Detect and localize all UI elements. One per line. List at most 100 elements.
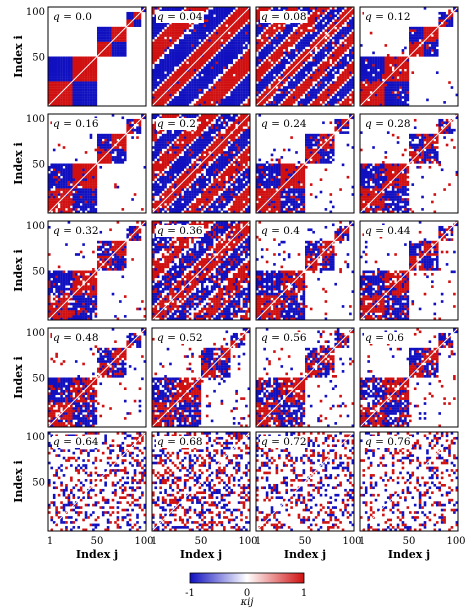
heatmap-cell [227, 73, 231, 77]
heatmap-cell [401, 73, 405, 77]
heatmap-cell [193, 54, 197, 57]
heatmap-cell [312, 88, 315, 92]
heatmap-cell [82, 58, 85, 62]
heatmap-cell [171, 93, 175, 97]
heatmap-cell [166, 103, 170, 107]
heatmap-cell [282, 56, 286, 60]
heatmap-cell [232, 208, 236, 211]
heatmap-cell [193, 180, 197, 184]
heatmap-cell [62, 198, 66, 201]
heatmap-cell [77, 170, 80, 174]
heatmap-cell [198, 58, 202, 62]
heatmap-cell [174, 36, 177, 40]
heatmap-cell [349, 11, 352, 15]
heatmap-cell [421, 31, 424, 35]
heatmap-cell [278, 21, 281, 25]
heatmap-cell [285, 78, 288, 82]
heatmap-cell [48, 165, 51, 169]
heatmap-cell [235, 198, 238, 201]
heatmap-cell [334, 56, 337, 60]
heatmap-cell [196, 103, 199, 107]
heatmap-cell [273, 101, 276, 104]
heatmap-cell [416, 34, 419, 37]
heatmap-cell [344, 76, 347, 79]
heatmap-cell [237, 78, 241, 82]
heatmap-cell [389, 86, 392, 89]
heatmap-cell [278, 51, 281, 55]
heatmap-cell [339, 96, 342, 99]
heatmap-cell [74, 180, 78, 184]
heatmap-cell [178, 66, 182, 70]
heatmap-cell [292, 56, 296, 60]
heatmap-cell [156, 71, 160, 74]
heatmap-cell [169, 61, 172, 65]
heatmap-cell [87, 168, 90, 172]
heatmap-cell [275, 39, 279, 42]
heatmap-cell [169, 31, 172, 35]
heatmap-cell [171, 210, 175, 214]
heatmap-cell [213, 168, 216, 172]
heatmap-cell [230, 44, 233, 47]
heatmap-cell [154, 39, 158, 42]
heatmap-cell [174, 208, 177, 211]
heatmap-cell [227, 46, 231, 50]
heatmap-cell [312, 36, 315, 40]
heatmap-cell [401, 63, 405, 67]
heatmap-cell [178, 24, 182, 27]
heatmap-cell [374, 81, 378, 84]
heatmap-cell [232, 24, 236, 27]
heatmap-cell [205, 200, 209, 204]
heatmap-cell [295, 78, 298, 82]
heatmap-cell [275, 36, 279, 40]
heatmap-cell [379, 98, 383, 102]
heatmap-cell [154, 81, 158, 84]
heatmap-cell [247, 185, 251, 189]
heatmap-cell [409, 34, 412, 37]
heatmap-cell [237, 200, 241, 204]
heatmap-cell [205, 63, 209, 67]
heatmap-cell [166, 34, 170, 37]
heatmap-cell [101, 29, 105, 32]
heatmap-cell [121, 151, 125, 154]
heatmap-cell [384, 71, 388, 74]
heatmap-cell [307, 24, 311, 27]
heatmap-cell [193, 190, 197, 194]
heatmap-cell [143, 9, 147, 13]
heatmap-cell [280, 66, 284, 70]
heatmap-cell [280, 61, 284, 65]
heatmap-cell [240, 96, 243, 99]
heatmap-cell [218, 203, 221, 206]
heatmap-cell [97, 31, 100, 35]
heatmap-cell [351, 66, 355, 70]
heatmap-cell [346, 73, 350, 77]
heatmap-cell [79, 190, 83, 194]
heatmap-cell [198, 31, 202, 35]
heatmap-cell [104, 54, 107, 57]
heatmap-cell [389, 78, 392, 82]
heatmap-cell [161, 24, 165, 27]
heatmap-cell [72, 170, 76, 174]
heatmap-cell [154, 76, 158, 79]
heatmap-cell [201, 51, 204, 55]
heatmap-cell [247, 29, 251, 32]
heatmap-cell [89, 200, 93, 204]
heatmap-cell [237, 83, 241, 87]
heatmap-cell [109, 136, 112, 139]
heatmap-cell [74, 61, 78, 65]
heatmap-cell [215, 173, 219, 177]
heatmap-cell [265, 58, 269, 62]
heatmap-cell [389, 56, 392, 60]
heatmap-cell [183, 46, 187, 50]
heatmap-cell [210, 36, 214, 40]
heatmap-cell [104, 156, 107, 159]
heatmap-cell [287, 7, 291, 10]
heatmap-cell [278, 26, 281, 30]
heatmap-cell [377, 78, 380, 82]
heatmap-cell [196, 96, 199, 99]
heatmap-cell [60, 71, 63, 74]
heatmap-cell [89, 73, 93, 77]
heatmap-cell [223, 39, 226, 42]
heatmap-cell [50, 178, 54, 181]
heatmap-cell [327, 101, 330, 104]
heatmap-cell [89, 175, 93, 179]
